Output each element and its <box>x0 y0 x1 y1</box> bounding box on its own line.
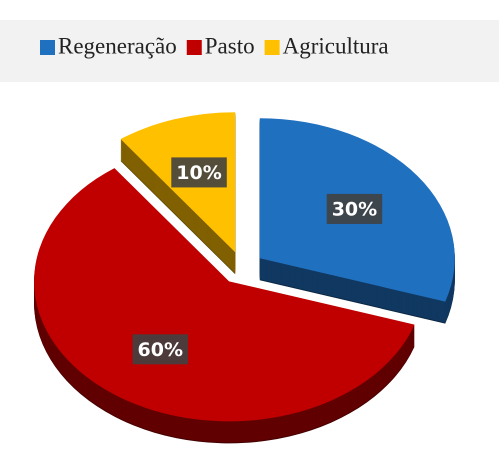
legend-label: Pasto <box>205 33 255 58</box>
legend-background <box>0 20 499 82</box>
label-box <box>326 193 383 224</box>
legend-swatch <box>40 40 55 55</box>
legend-swatch <box>264 40 280 55</box>
data-label: 10% <box>176 162 221 184</box>
data-label: 60% <box>138 339 183 361</box>
slice <box>34 168 415 422</box>
legend-label: Regeneração <box>58 33 177 58</box>
data-labels: 10% 30% 60% <box>132 157 383 365</box>
pie <box>34 112 455 444</box>
legend-swatch <box>186 40 202 55</box>
label-box <box>171 157 227 188</box>
data-label: 30% <box>332 198 377 220</box>
legend-label: Agricultura <box>283 33 389 58</box>
legend: Regeneração Pasto Agricultura <box>40 33 389 58</box>
label-box <box>132 334 189 365</box>
